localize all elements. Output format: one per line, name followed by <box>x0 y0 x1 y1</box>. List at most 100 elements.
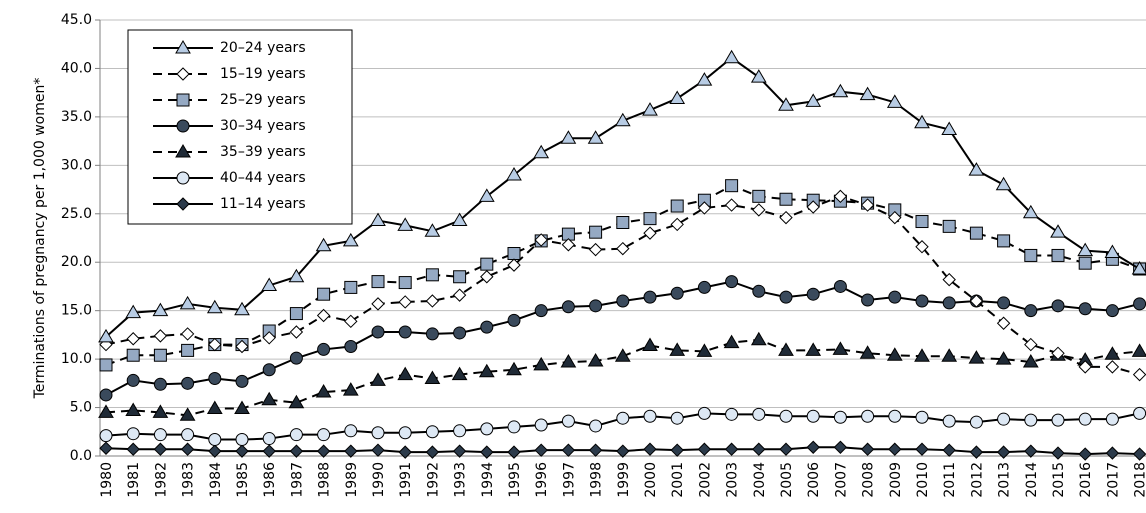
x-tick-label: 2018 <box>1133 462 1146 498</box>
marker <box>832 83 849 98</box>
marker <box>805 93 822 107</box>
marker <box>480 445 494 459</box>
marker <box>344 280 358 294</box>
marker <box>942 443 956 457</box>
marker <box>235 374 249 388</box>
marker <box>560 354 577 368</box>
marker <box>289 428 303 442</box>
marker <box>425 268 439 282</box>
x-tick-label: 2001 <box>670 462 686 498</box>
x-tick-label: 2011 <box>942 462 958 498</box>
x-tick-label: 2017 <box>1105 462 1121 498</box>
y-tick-label: 30.0 <box>61 157 92 173</box>
marker <box>152 302 169 317</box>
marker <box>181 376 195 390</box>
marker <box>1133 297 1146 311</box>
y-axis-label: Terminations of pregnancy per 1,000 wome… <box>32 78 48 400</box>
marker <box>262 363 276 377</box>
marker <box>942 296 956 310</box>
x-tick-label: 1991 <box>398 462 414 498</box>
marker <box>153 442 168 456</box>
marker <box>670 411 684 425</box>
y-tick-label: 20.0 <box>61 254 92 270</box>
x-tick-label: 2006 <box>806 462 822 498</box>
marker <box>888 290 902 304</box>
marker <box>914 348 930 362</box>
marker <box>616 411 630 425</box>
marker <box>344 340 358 354</box>
marker <box>942 272 956 287</box>
marker <box>697 280 711 294</box>
marker <box>235 339 249 354</box>
marker <box>752 189 766 203</box>
marker <box>507 445 521 459</box>
marker <box>153 329 168 343</box>
marker <box>208 433 222 447</box>
marker <box>779 192 793 206</box>
y-tick-label: 5.0 <box>70 400 92 416</box>
marker <box>969 415 983 429</box>
legend-label: 15–19 years <box>220 66 306 82</box>
marker <box>398 276 412 290</box>
marker <box>289 444 304 458</box>
marker <box>614 348 631 362</box>
marker <box>452 444 467 458</box>
marker <box>126 373 140 387</box>
marker <box>507 420 521 434</box>
marker <box>398 426 412 440</box>
marker <box>1105 412 1119 426</box>
x-tick-label: 1980 <box>99 462 115 498</box>
legend-label: 35–39 years <box>220 144 306 160</box>
marker <box>833 410 847 424</box>
marker <box>642 337 658 352</box>
marker <box>806 287 820 301</box>
x-tick-label: 1992 <box>425 462 441 498</box>
marker <box>289 351 303 365</box>
marker <box>371 443 385 457</box>
marker <box>98 404 114 418</box>
marker <box>507 247 521 261</box>
marker <box>779 442 793 456</box>
marker <box>208 371 222 385</box>
marker <box>1105 446 1120 460</box>
x-tick-label: 1984 <box>208 462 224 498</box>
x-tick-label: 1993 <box>453 462 469 498</box>
marker <box>153 377 167 391</box>
marker <box>915 215 929 229</box>
marker <box>752 407 766 421</box>
marker <box>180 442 195 456</box>
marker <box>1051 446 1065 460</box>
marker <box>261 391 278 406</box>
marker <box>235 433 249 447</box>
marker <box>1078 447 1092 461</box>
x-tick-label: 2007 <box>833 462 849 498</box>
marker <box>99 429 113 443</box>
marker <box>344 314 358 329</box>
marker <box>697 406 711 420</box>
x-tick-label: 1988 <box>317 462 333 498</box>
marker <box>152 404 169 418</box>
marker <box>968 162 985 176</box>
marker <box>176 93 190 107</box>
x-tick-label: 1987 <box>289 462 305 498</box>
x-tick-label: 2004 <box>752 462 768 498</box>
marker <box>1024 248 1038 262</box>
marker <box>125 304 142 319</box>
marker <box>560 130 577 144</box>
marker <box>397 217 414 231</box>
x-tick-label: 2002 <box>697 462 713 498</box>
legend-label: 20–24 years <box>220 40 306 56</box>
marker <box>642 102 658 116</box>
marker <box>480 270 494 284</box>
x-tick-label: 2012 <box>969 462 985 498</box>
marker <box>778 342 794 356</box>
marker <box>262 444 276 458</box>
marker <box>778 97 794 111</box>
y-tick-label: 15.0 <box>61 303 92 319</box>
marker <box>425 327 439 341</box>
marker <box>425 294 440 308</box>
marker <box>1024 304 1038 318</box>
marker <box>98 328 114 343</box>
y-tick-label: 40.0 <box>61 60 92 76</box>
marker <box>806 200 820 214</box>
